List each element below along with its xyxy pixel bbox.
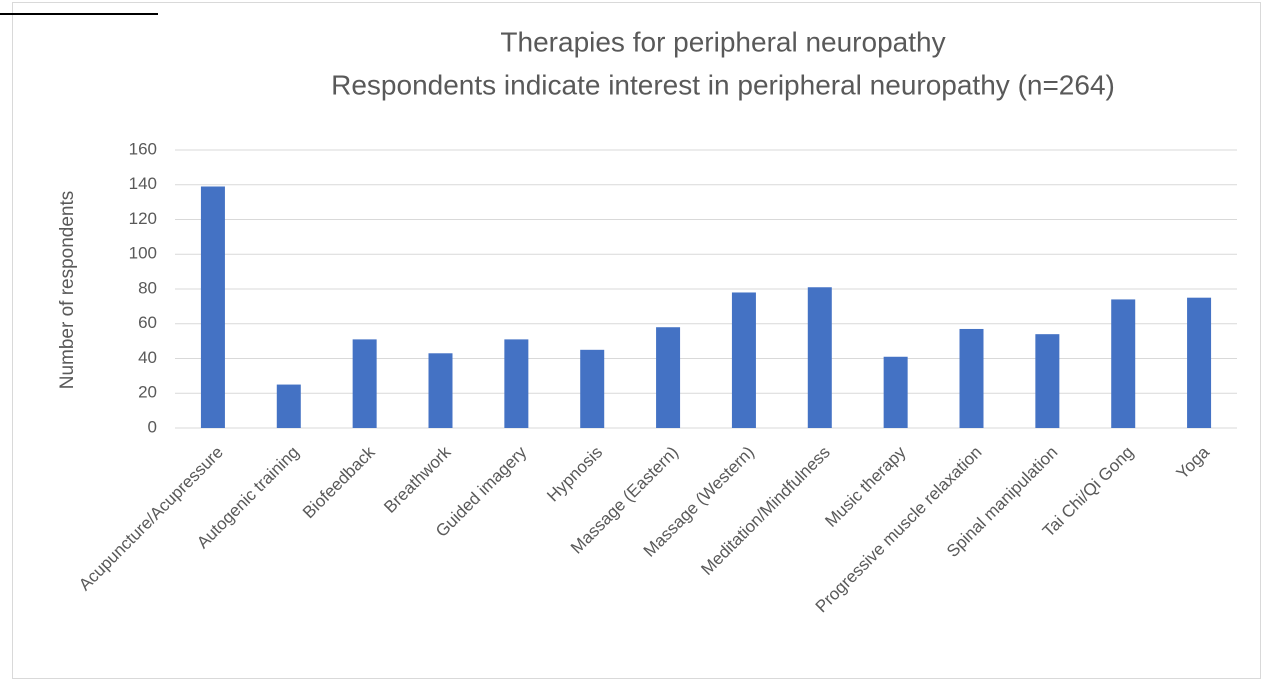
- y-tick-label: 140: [129, 174, 157, 193]
- y-tick-label: 100: [129, 244, 157, 263]
- chart-border: [12, 2, 1261, 679]
- chart-subtitle: Respondents indicate interest in periphe…: [331, 69, 1115, 100]
- chart-title: Therapies for peripheral neuropathy: [500, 26, 945, 57]
- y-axis-label: Number of respondents: [57, 191, 78, 390]
- bar: [504, 339, 529, 428]
- bar: [200, 186, 225, 428]
- y-tick-label: 160: [129, 139, 157, 158]
- y-tick-label: 60: [138, 313, 157, 332]
- bar: [428, 353, 453, 428]
- bar: [883, 356, 908, 428]
- bar: [959, 328, 984, 428]
- bar: [807, 287, 832, 428]
- y-tick-label: 80: [138, 278, 157, 297]
- y-tick-label: 40: [138, 348, 157, 367]
- y-tick-label: 0: [148, 417, 157, 436]
- y-tick-label: 120: [129, 209, 157, 228]
- bar: [1111, 299, 1136, 428]
- bar: [656, 327, 681, 428]
- bar: [276, 384, 301, 428]
- bar: [1187, 297, 1212, 428]
- bar: [1035, 334, 1060, 428]
- bar: [580, 349, 605, 428]
- bar: [352, 339, 377, 428]
- y-tick-label: 20: [138, 383, 157, 402]
- bar: [731, 292, 756, 428]
